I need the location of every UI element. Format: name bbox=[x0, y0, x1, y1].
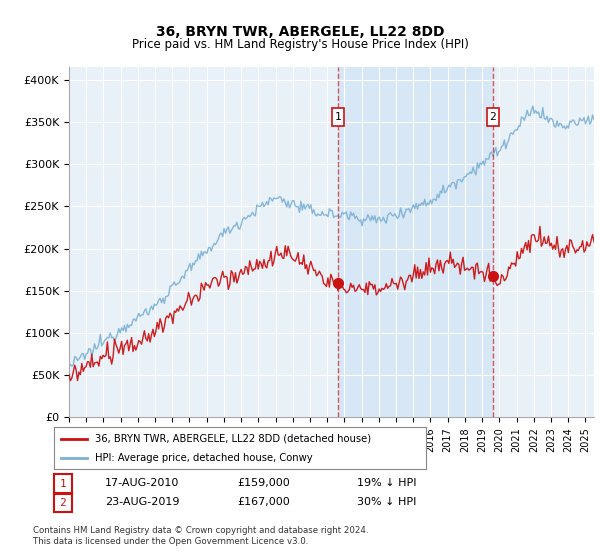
Text: 36, BRYN TWR, ABERGELE, LL22 8DD (detached house): 36, BRYN TWR, ABERGELE, LL22 8DD (detach… bbox=[95, 433, 371, 444]
Text: 1: 1 bbox=[59, 479, 67, 488]
Text: 19% ↓ HPI: 19% ↓ HPI bbox=[357, 478, 416, 488]
Text: 1: 1 bbox=[335, 112, 341, 122]
Text: Price paid vs. HM Land Registry's House Price Index (HPI): Price paid vs. HM Land Registry's House … bbox=[131, 38, 469, 50]
Text: Contains HM Land Registry data © Crown copyright and database right 2024.
This d: Contains HM Land Registry data © Crown c… bbox=[33, 526, 368, 546]
Text: 2: 2 bbox=[59, 498, 67, 508]
Text: 30% ↓ HPI: 30% ↓ HPI bbox=[357, 497, 416, 507]
Text: HPI: Average price, detached house, Conwy: HPI: Average price, detached house, Conw… bbox=[95, 453, 313, 463]
FancyBboxPatch shape bbox=[487, 108, 499, 126]
Text: £167,000: £167,000 bbox=[237, 497, 290, 507]
Text: 36, BRYN TWR, ABERGELE, LL22 8DD: 36, BRYN TWR, ABERGELE, LL22 8DD bbox=[156, 25, 444, 39]
Bar bbox=[338, 67, 493, 417]
Text: £159,000: £159,000 bbox=[237, 478, 290, 488]
Text: 23-AUG-2019: 23-AUG-2019 bbox=[105, 497, 179, 507]
FancyBboxPatch shape bbox=[332, 108, 344, 126]
Text: 17-AUG-2010: 17-AUG-2010 bbox=[105, 478, 179, 488]
Text: 2: 2 bbox=[490, 112, 496, 122]
